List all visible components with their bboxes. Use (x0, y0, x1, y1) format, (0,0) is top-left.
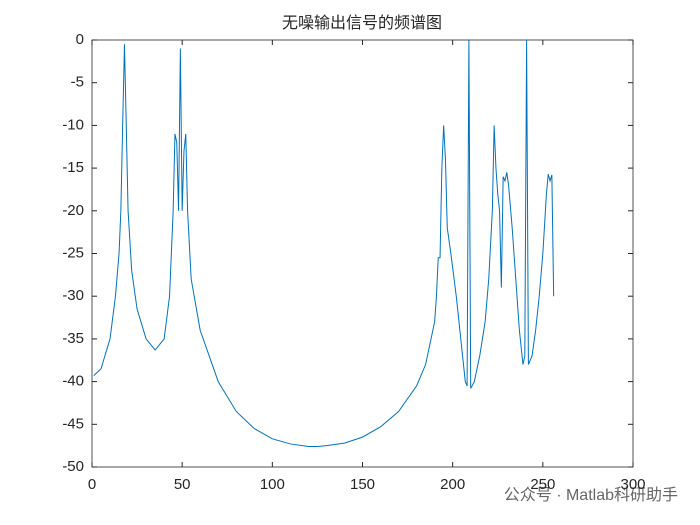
x-tick-label: 300 (620, 476, 645, 493)
y-tick-label: -25 (62, 244, 84, 261)
y-tick-label: -5 (71, 74, 84, 91)
y-tick-label: -10 (62, 116, 84, 133)
watermark: 公众号 · Matlab科研助手 (504, 486, 678, 504)
y-tick-label: -30 (62, 287, 84, 304)
chart-title: 无噪输出信号的频谱图 (282, 14, 442, 32)
line-series (93, 39, 555, 448)
x-tick-label: 250 (530, 476, 555, 493)
y-tick-label: 0 (76, 31, 84, 48)
y-tick-label: -40 (62, 373, 84, 390)
plot-area (91, 39, 634, 468)
y-tick-label: -45 (62, 415, 84, 432)
x-tick-label: 100 (260, 476, 285, 493)
y-tick-label: -35 (62, 330, 84, 347)
x-tick-label: 200 (440, 476, 465, 493)
y-tick-label: -20 (62, 202, 84, 219)
x-tick-label: 0 (88, 476, 96, 493)
x-tick-label: 150 (350, 476, 375, 493)
y-tick-label: -50 (62, 458, 84, 475)
y-tick-label: -15 (62, 159, 84, 176)
x-tick-label: 50 (174, 476, 191, 493)
